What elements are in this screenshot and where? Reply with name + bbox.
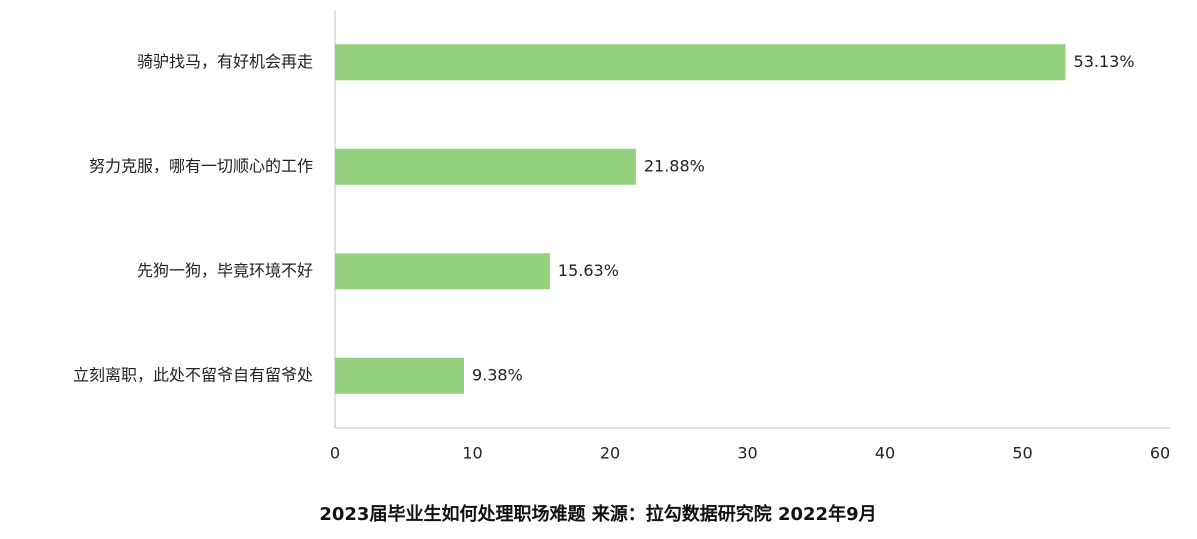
x-tick-label: 10 bbox=[462, 444, 482, 463]
value-label: 9.38% bbox=[472, 365, 523, 384]
y-tick-label: 立刻离职，此处不留爷自有留爷处 bbox=[73, 365, 313, 384]
bar bbox=[335, 148, 636, 185]
value-label: 21.88% bbox=[644, 156, 705, 175]
y-tick-label: 先狗一狗，毕竟环境不好 bbox=[137, 261, 313, 280]
value-label: 53.13% bbox=[1074, 52, 1135, 71]
x-tick-label: 40 bbox=[875, 444, 895, 463]
x-tick-label: 50 bbox=[1012, 444, 1032, 463]
chart-title: 2023届毕业生如何处理职场难题 来源：拉勾数据研究院 2022年9月 bbox=[319, 503, 876, 525]
value-label: 15.63% bbox=[558, 261, 619, 280]
bar bbox=[335, 253, 550, 290]
y-tick-label: 骑驴找马，有好机会再走 bbox=[137, 52, 313, 71]
x-tick-label: 0 bbox=[330, 444, 340, 463]
bar bbox=[335, 357, 464, 394]
y-tick-label: 努力克服，哪有一切顺心的工作 bbox=[89, 156, 313, 175]
x-tick-label: 30 bbox=[737, 444, 757, 463]
x-tick-label: 60 bbox=[1150, 444, 1170, 463]
bar bbox=[335, 44, 1066, 81]
x-tick-label: 20 bbox=[600, 444, 620, 463]
